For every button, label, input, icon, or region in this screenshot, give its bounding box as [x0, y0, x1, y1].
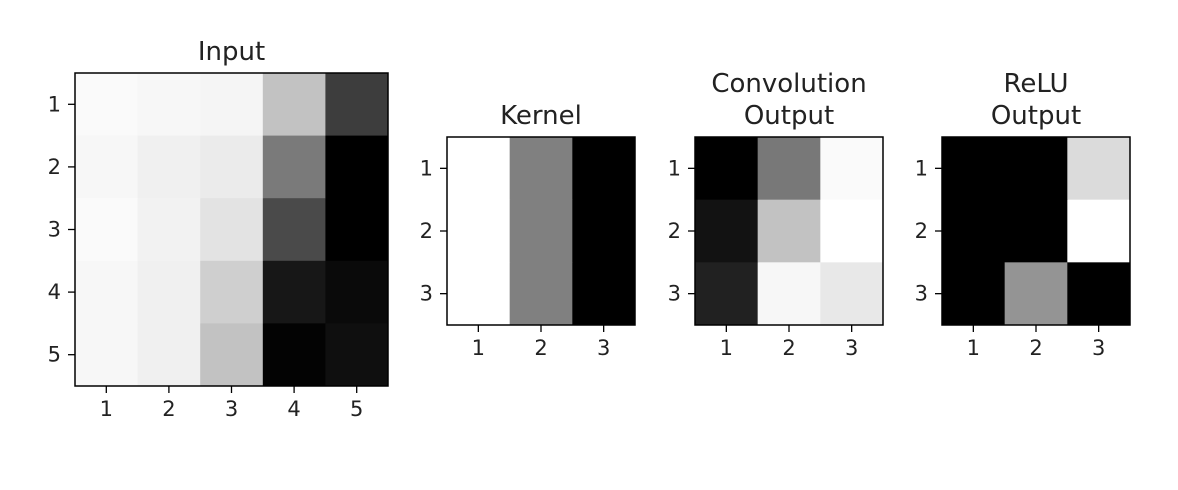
y-tick-label: 4: [48, 280, 61, 304]
heatmap-cell: [942, 137, 1006, 201]
x-tick-label: 5: [350, 397, 363, 421]
y-tick-label: 2: [48, 155, 61, 179]
heatmap-cell: [325, 198, 389, 262]
y-tick-label: 1: [668, 156, 681, 180]
x-tick-label: 2: [1029, 336, 1042, 360]
heatmap-cell: [137, 198, 201, 262]
heatmap-cell: [820, 199, 884, 263]
y-tick-label: 2: [668, 219, 681, 243]
heatmap-cell: [695, 199, 759, 263]
panel-title-line: Convolution: [711, 69, 866, 99]
heatmap-cell: [1067, 137, 1131, 201]
x-tick-label: 3: [845, 336, 858, 360]
panel-title: Kernel: [500, 101, 582, 131]
heatmap-cell: [262, 198, 326, 262]
y-tick-label: 3: [915, 282, 928, 306]
heatmap-cell: [757, 199, 821, 263]
heatmap-cell: [509, 199, 573, 263]
heatmap-cell: [262, 135, 326, 199]
heatmap-cell: [447, 137, 511, 201]
heatmap-cell: [1004, 137, 1068, 201]
y-tick-label: 5: [48, 343, 61, 367]
x-tick-label: 1: [472, 336, 485, 360]
panel-2: 1 2 3 1 2 3 Kernel: [420, 101, 636, 360]
panel-title-line: ReLU: [1003, 69, 1068, 99]
heatmap-cell: [75, 73, 139, 137]
heatmap-cell: [262, 260, 326, 324]
heatmap-cell: [200, 323, 264, 387]
panel-1: 1 2 3 4 5 1 2 3 4 5 Input: [48, 37, 389, 421]
heatmap-cell: [137, 323, 201, 387]
heatmap-cell: [75, 198, 139, 262]
panel-title-line: Input: [198, 37, 265, 67]
heatmap-cell: [75, 135, 139, 199]
x-tick-label: 1: [100, 397, 113, 421]
y-tick-label: 1: [48, 92, 61, 116]
panel-4: 1 2 3 1 2 3 ReLU Output: [915, 69, 1131, 360]
heatmap-cell: [572, 262, 636, 326]
y-tick-label: 2: [915, 219, 928, 243]
x-tick-label: 3: [1092, 336, 1105, 360]
x-tick-label: 4: [287, 397, 300, 421]
heatmap-cell: [137, 260, 201, 324]
panel-3: 1 2 3 1 2 3 Convolution Output: [668, 69, 884, 360]
heatmap-cell: [572, 137, 636, 201]
heatmap-cell: [572, 199, 636, 263]
heatmap-cell: [820, 262, 884, 326]
heatmap-cell: [75, 260, 139, 324]
heatmap-cell: [447, 262, 511, 326]
x-tick-label: 2: [162, 397, 175, 421]
heatmap-cell: [1004, 262, 1068, 326]
panel-title: Convolution Output: [711, 69, 866, 131]
heatmap-cell: [942, 262, 1006, 326]
heatmap-cell: [200, 73, 264, 137]
heatmap-cell: [757, 137, 821, 201]
y-tick-label: 3: [668, 282, 681, 306]
x-tick-label: 2: [782, 336, 795, 360]
heatmap-cell: [509, 137, 573, 201]
heatmap-cell: [325, 73, 389, 137]
panel-title-line: Kernel: [500, 101, 582, 131]
y-tick-label: 3: [48, 218, 61, 242]
heatmap-cell: [325, 323, 389, 387]
heatmap-cell: [757, 262, 821, 326]
x-tick-label: 1: [967, 336, 980, 360]
heatmap-cell: [1067, 199, 1131, 263]
heatmap-cell: [1004, 199, 1068, 263]
panel-title: ReLU Output: [991, 69, 1081, 131]
panel-title-line: Output: [744, 101, 834, 131]
heatmap-cell: [1067, 262, 1131, 326]
y-tick-label: 2: [420, 219, 433, 243]
heatmap-cell: [262, 323, 326, 387]
heatmap-cell: [942, 199, 1006, 263]
heatmap-cell: [509, 262, 573, 326]
heatmap-cell: [447, 199, 511, 263]
heatmap-cell: [695, 137, 759, 201]
panel-title: Input: [198, 37, 265, 67]
y-tick-label: 1: [420, 156, 433, 180]
x-tick-label: 2: [534, 336, 547, 360]
heatmap-cell: [325, 260, 389, 324]
heatmap-cell: [200, 198, 264, 262]
heatmap-cell: [137, 135, 201, 199]
x-tick-label: 3: [597, 336, 610, 360]
heatmap-cell: [137, 73, 201, 137]
heatmap-cell: [200, 135, 264, 199]
panel-title-line: Output: [991, 101, 1081, 131]
y-tick-label: 1: [915, 156, 928, 180]
heatmap-cell: [200, 260, 264, 324]
y-tick-label: 3: [420, 282, 433, 306]
heatmap-cell: [75, 323, 139, 387]
heatmap-cell: [262, 73, 326, 137]
heatmap-cell: [695, 262, 759, 326]
x-tick-label: 3: [225, 397, 238, 421]
heatmap-cell: [820, 137, 884, 201]
x-tick-label: 1: [720, 336, 733, 360]
heatmap-cell: [325, 135, 389, 199]
